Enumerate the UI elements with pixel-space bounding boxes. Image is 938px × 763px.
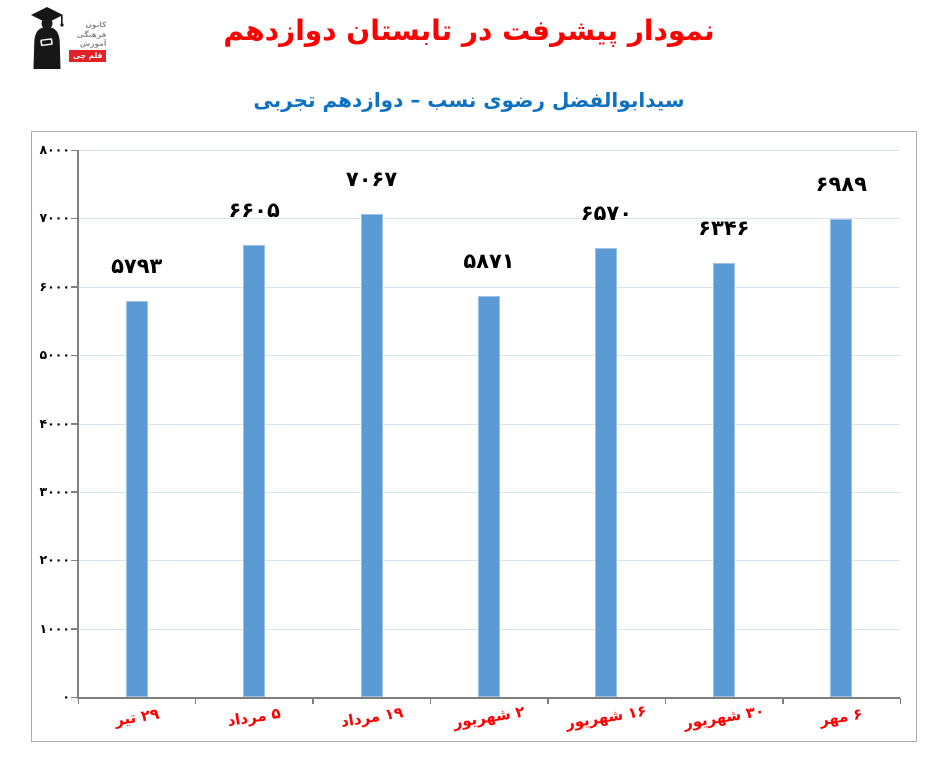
chart-subtitle: سیدابوالفضل رضوی نسب – دوازدهم تجربی bbox=[253, 88, 685, 112]
y-tick-label: ۴۰۰۰ bbox=[39, 415, 70, 431]
y-tick-label: ۱۰۰۰ bbox=[39, 620, 70, 636]
y-tick-label: ۸۰۰۰ bbox=[39, 142, 70, 157]
x-tick-mark bbox=[312, 698, 314, 704]
gridline bbox=[78, 218, 900, 220]
bar-value-label: ۷۰۶۷ bbox=[345, 166, 398, 191]
bar-value-label: ۵۷۹۳ bbox=[111, 253, 163, 278]
bar bbox=[712, 263, 735, 697]
x-tick-mark bbox=[547, 698, 549, 704]
y-tick-label: ۳۰۰۰ bbox=[39, 483, 70, 499]
graduate-icon bbox=[31, 7, 64, 69]
bar bbox=[125, 300, 148, 697]
x-tick-label: ۵ مرداد bbox=[226, 703, 282, 731]
bar bbox=[478, 295, 500, 697]
gridline bbox=[78, 286, 900, 288]
chart-title: نمودار پیشرفت در تابستان دوازدهم bbox=[223, 14, 715, 47]
x-tick-mark bbox=[899, 698, 901, 704]
x-tick-label: ۲ شهریور bbox=[452, 702, 526, 732]
bar-value-label: ۶۵۷۰ bbox=[580, 200, 633, 225]
x-tick-mark bbox=[429, 698, 432, 704]
x-axis-line bbox=[77, 697, 900, 699]
bar-value-label: ۶۳۴۶ bbox=[698, 216, 750, 241]
chart-area: ۰ ۱۰۰۰ ۲۰۰۰ ۳۰۰۰ ۴۰۰۰ ۵۰۰۰ ۶۰۰۰ ۷۰۰۰ ۸۰۰۰ ۵۷۹۳ ۲۹ … bbox=[31, 131, 917, 742]
y-tick-mark bbox=[71, 628, 78, 630]
kanoon-logo: کانون فرهنگی آموزش قلم چی bbox=[27, 6, 107, 74]
x-tick-label: ۶ مهر bbox=[818, 704, 864, 730]
y-tick-label: ۷۰۰۰ bbox=[39, 210, 70, 226]
y-tick-mark bbox=[71, 696, 78, 698]
y-tick-mark bbox=[71, 491, 78, 493]
x-tick-label: ۲۹ تیر bbox=[113, 704, 161, 730]
x-tick-mark bbox=[194, 698, 197, 704]
x-tick-label: ۱۶ شهریور bbox=[564, 701, 648, 733]
y-tick-label: ۲۰۰۰ bbox=[39, 552, 70, 568]
y-tick-label: ۰ bbox=[62, 689, 70, 704]
x-tick-mark bbox=[664, 698, 667, 704]
y-tick-label: ۵۰۰۰ bbox=[39, 347, 70, 363]
x-tick-label: ۳۰ شهریور bbox=[682, 701, 766, 733]
y-tick-mark bbox=[71, 217, 78, 220]
logo-text-line-3: آموزش bbox=[79, 39, 107, 48]
logo-badge: قلم چی bbox=[69, 49, 107, 62]
y-tick-mark bbox=[71, 286, 78, 288]
logo-text-line-2: فرهنگی bbox=[76, 29, 107, 39]
x-tick-mark bbox=[77, 698, 79, 704]
x-tick-label: ۱۹ مرداد bbox=[339, 703, 404, 731]
bar-value-label: ۵۸۷۱ bbox=[463, 248, 515, 273]
logo-text-line-1: کانون bbox=[85, 20, 107, 29]
x-tick-mark bbox=[782, 698, 784, 704]
y-tick-mark bbox=[71, 149, 78, 151]
gridline bbox=[78, 150, 900, 151]
logo-text: کانون فرهنگی آموزش قلم چی bbox=[69, 20, 107, 62]
bar bbox=[360, 213, 383, 697]
y-tick-label: ۶۰۰۰ bbox=[39, 278, 70, 294]
bar bbox=[243, 245, 266, 697]
y-tick-mark bbox=[71, 354, 78, 357]
y-tick-mark bbox=[71, 423, 78, 425]
y-axis-line bbox=[77, 150, 79, 697]
bar bbox=[830, 219, 853, 697]
bar-value-label: ۶۹۸۹ bbox=[815, 172, 867, 197]
bar bbox=[595, 247, 618, 697]
y-tick-mark bbox=[71, 559, 78, 562]
bar-value-label: ۶۶۰۵ bbox=[228, 198, 280, 223]
